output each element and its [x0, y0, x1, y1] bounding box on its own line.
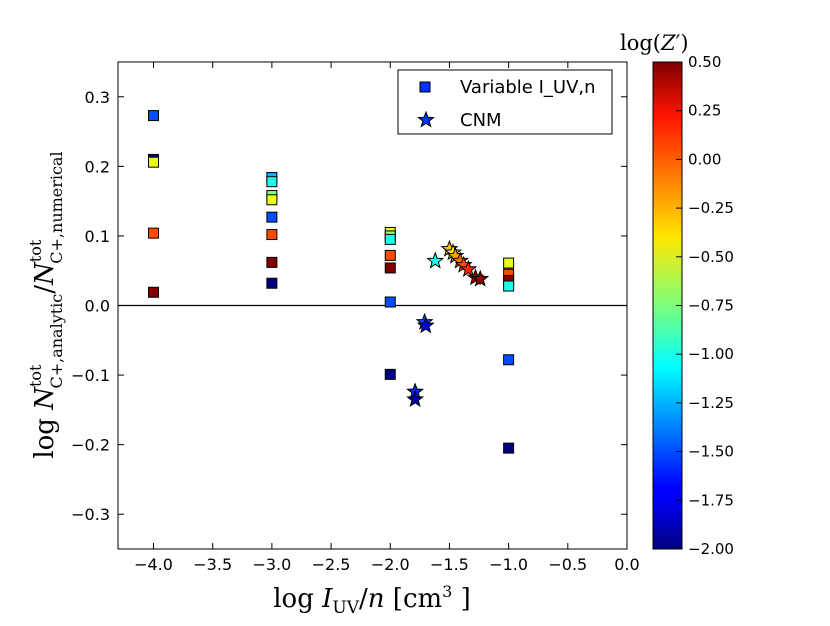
colorbar-title: log(Z′)	[620, 31, 689, 55]
variable-point	[148, 227, 160, 239]
variable-point	[148, 156, 160, 168]
cnm-point	[406, 389, 425, 408]
colorbar-tick-label: −2.00	[688, 540, 734, 558]
x-tick-label: −0.5	[548, 555, 587, 574]
legend-label-cnm: CNM	[460, 110, 502, 131]
variable-point	[266, 229, 278, 241]
x-tick-label: −4.0	[134, 555, 173, 574]
colorbar-tick-label: −0.50	[688, 248, 734, 266]
cnm-point	[426, 251, 445, 269]
legend-label-variable: Variable I_UV,n	[460, 77, 596, 98]
legend: Variable I_UV,n CNM	[397, 69, 613, 135]
x-tick-label: −3.0	[252, 555, 291, 574]
x-tick-label: −1.0	[489, 555, 528, 574]
x-axis-title: log IUV/n [cm3 ]	[273, 582, 471, 618]
y-tick-label: 0.0	[85, 297, 110, 316]
colorbar-tick-label: −0.75	[688, 297, 734, 315]
legend-square-marker	[419, 81, 431, 93]
y-tick-label: 0.2	[85, 157, 110, 176]
colorbar-tick-label: 0.50	[688, 53, 721, 71]
y-tick-label: −0.2	[71, 436, 110, 455]
x-tick-label: 0.0	[614, 555, 639, 574]
colorbar-tick-label: −1.00	[688, 345, 734, 363]
variable-point	[503, 442, 515, 454]
y-axis-title: log Ntot C+,analytic/Ntot C+,numerical	[26, 151, 66, 458]
cnm-point	[416, 316, 435, 334]
y-tick-label: −0.3	[71, 505, 110, 524]
variable-point	[503, 354, 515, 366]
colorbar-tick-label: −1.25	[688, 394, 734, 412]
colorbar-tick-label: 0.25	[688, 102, 721, 120]
variable-point	[384, 262, 396, 274]
colorbar: 0.50 0.25 0.00 −0.25 −0.50 −0.75 −1.00 −1.25 −1.…	[620, 31, 734, 558]
data-markers	[148, 110, 515, 454]
y-tick-label: −0.1	[71, 366, 110, 385]
variable-point	[503, 280, 515, 292]
legend-box	[397, 69, 613, 135]
x-tick-label: −1.5	[430, 555, 469, 574]
variable-point	[266, 176, 278, 188]
variable-point	[266, 277, 278, 289]
variable-point	[384, 368, 396, 380]
cnm-point	[471, 269, 490, 287]
legend-star-marker	[417, 110, 435, 128]
variable-point	[503, 257, 515, 269]
x-tick-label: −2.0	[371, 555, 410, 574]
cnm-point	[459, 259, 478, 277]
variable-point	[266, 211, 278, 223]
variable-point	[266, 194, 278, 206]
variable-point	[384, 233, 396, 245]
y-tick-label: 0.1	[85, 227, 110, 246]
axis-ticks: −4.0 −3.5 −3.0 −2.5 −2.0 −1.5 −1.0 −0.5 0.0 −0.3 −…	[71, 62, 640, 574]
variable-point	[266, 256, 278, 268]
colorbar-ticks: 0.50 0.25 0.00 −0.25 −0.50 −0.75 −1.00 −1.25 −1.…	[676, 53, 734, 558]
x-tick-label: −2.5	[312, 555, 351, 574]
variable-point	[384, 296, 396, 308]
colorbar-tick-label: −0.25	[688, 199, 734, 217]
variable-point	[148, 286, 160, 298]
variable-point	[148, 110, 160, 122]
colorbar-tick-label: −1.50	[688, 443, 734, 461]
colorbar-tick-label: 0.00	[688, 150, 721, 168]
colorbar-tick-label: −1.75	[688, 491, 734, 509]
y-tick-label: 0.3	[85, 88, 110, 107]
variable-point	[384, 249, 396, 261]
x-tick-label: −3.5	[193, 555, 232, 574]
